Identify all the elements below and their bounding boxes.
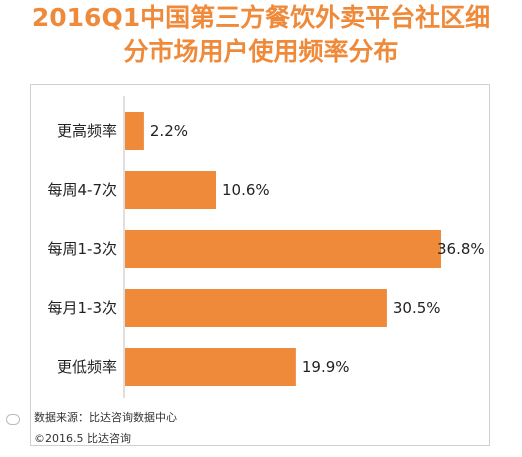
data-source-note: 数据来源：比达咨询数据中心	[34, 411, 177, 424]
bar-4	[125, 348, 296, 386]
watermark-icon	[6, 414, 20, 425]
category-label-1: 每周4-7次	[48, 181, 118, 199]
value-label-4: 19.9%	[302, 358, 350, 376]
value-label-2: 36.8%	[437, 240, 485, 258]
category-label-3: 每月1-3次	[48, 299, 118, 317]
chart-title-line-2: 分市场用户使用频率分布	[123, 37, 399, 66]
category-label-0: 更高频率	[57, 122, 117, 140]
value-label-1: 10.6%	[222, 181, 270, 199]
copyright-note: ©2016.5 比达咨询	[34, 432, 131, 445]
category-label-4: 更低频率	[57, 358, 117, 376]
category-label-2: 每周1-3次	[48, 240, 118, 258]
chart-title-line-1: 2016Q1中国第三方餐饮外卖平台社区细	[31, 3, 491, 32]
value-label-0: 2.2%	[150, 122, 188, 140]
bar-2	[125, 230, 441, 268]
bar-3	[125, 289, 387, 327]
bar-0	[125, 112, 144, 150]
bar-1	[125, 171, 217, 209]
value-label-3: 30.5%	[393, 299, 441, 317]
